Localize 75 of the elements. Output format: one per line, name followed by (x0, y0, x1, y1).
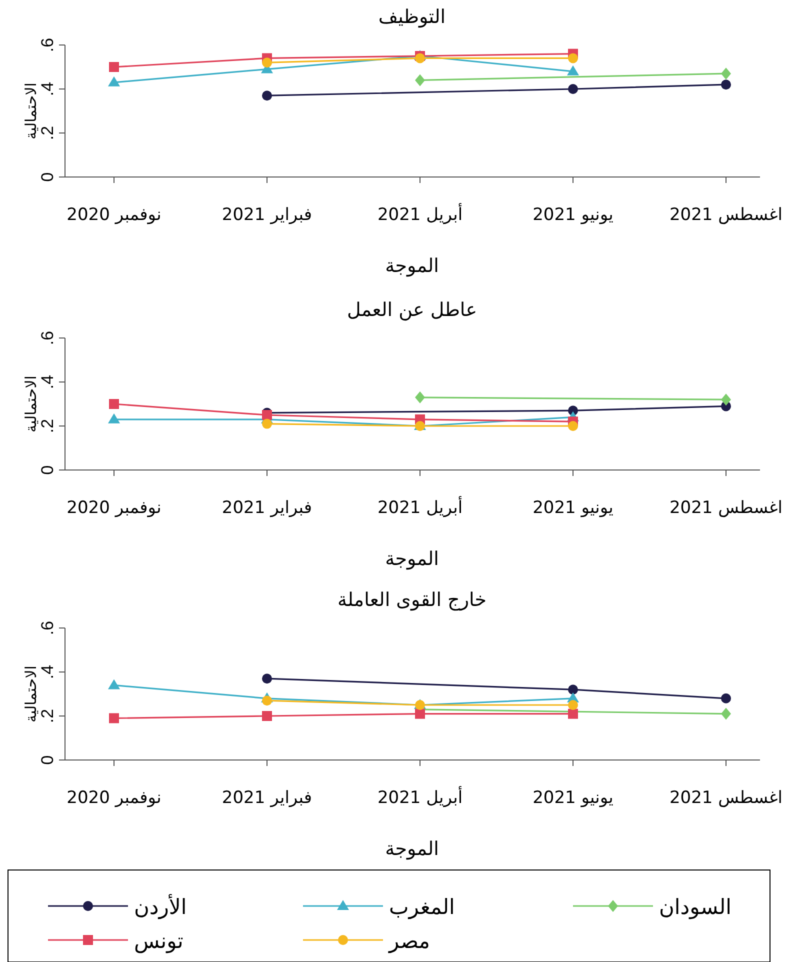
point (721, 68, 731, 80)
point (568, 53, 578, 64)
legend-label: تونس (134, 929, 184, 954)
y-tick-label: 0 (38, 172, 57, 182)
point (721, 394, 731, 406)
x-axis-title: الموجة (385, 548, 439, 570)
y-axis-title: الاحتمالية (22, 666, 40, 722)
legend-item: تونس (48, 929, 184, 953)
point (262, 696, 272, 706)
chart-title: عاطل عن العمل (346, 299, 478, 321)
y-axis-title: الاحتمالية (22, 376, 40, 432)
y-tick-label: .4 (38, 82, 57, 96)
point (108, 413, 120, 424)
x-axis-title: الموجة (385, 838, 439, 860)
y-tick-label: .2 (38, 418, 57, 434)
point (415, 74, 425, 86)
x-tick-label: أبريل 2021 (377, 203, 463, 225)
point (262, 410, 272, 420)
legend-item: المغرب (303, 895, 455, 919)
point (109, 62, 119, 72)
legend-label: المغرب (389, 895, 455, 920)
x-tick-label: نوفمبر 2020 (66, 205, 162, 225)
point (109, 713, 119, 724)
legend-label: الأردن (134, 893, 187, 920)
x-tick-label: أبريل 2021 (377, 496, 463, 518)
point (262, 418, 272, 429)
point (415, 391, 425, 404)
point (568, 700, 578, 710)
point (721, 693, 731, 704)
point (415, 708, 425, 719)
x-tick-label: نوفمبر 2020 (66, 788, 162, 808)
x-tick-label: اغسطس 2021 (669, 205, 783, 225)
point (568, 708, 578, 719)
point (568, 421, 578, 431)
x-tick-label: فبراير 2021 (222, 498, 312, 518)
y-tick-label: 0 (38, 465, 57, 475)
point (567, 65, 579, 76)
x-tick-label: أبريل 2021 (377, 786, 463, 808)
x-tick-label: يونيو 2021 (532, 788, 614, 808)
legend-item: الأردن (48, 895, 187, 919)
x-tick-label: يونيو 2021 (532, 205, 614, 225)
point (108, 76, 120, 86)
x-axis-title: الموجة (385, 255, 439, 277)
x-tick-label: يونيو 2021 (532, 498, 614, 518)
point (415, 53, 425, 64)
point (262, 58, 272, 68)
legend-item: السودان (573, 895, 732, 919)
y-tick-label: .6 (38, 38, 57, 52)
legend-label: مصر (388, 929, 430, 954)
point (721, 708, 731, 720)
legend-label: السودان (659, 895, 732, 920)
x-tick-label: فبراير 2021 (222, 788, 312, 808)
point (262, 674, 272, 684)
y-tick-label: .6 (38, 330, 57, 346)
point (568, 84, 578, 94)
y-tick-label: .2 (38, 708, 57, 724)
y-tick-label: .4 (38, 374, 57, 390)
point (262, 90, 272, 101)
y-tick-label: .2 (38, 126, 57, 140)
chart-title: التوظيف (378, 6, 446, 28)
point (108, 679, 120, 690)
x-tick-label: نوفمبر 2020 (66, 498, 162, 518)
y-tick-label: 0 (38, 755, 57, 765)
legend-item: مصر (303, 929, 430, 953)
point (568, 684, 578, 695)
point (109, 399, 119, 409)
chart-title: خارج القوى العاملة (337, 589, 487, 611)
y-tick-label: .4 (38, 664, 57, 680)
y-tick-label: .6 (38, 620, 57, 636)
x-tick-label: اغسطس 2021 (669, 788, 783, 808)
point (262, 711, 272, 721)
x-tick-label: فبراير 2021 (222, 205, 312, 225)
y-axis-title: الاحتمالية (22, 82, 40, 140)
x-tick-label: اغسطس 2021 (669, 498, 783, 518)
point (721, 80, 731, 90)
